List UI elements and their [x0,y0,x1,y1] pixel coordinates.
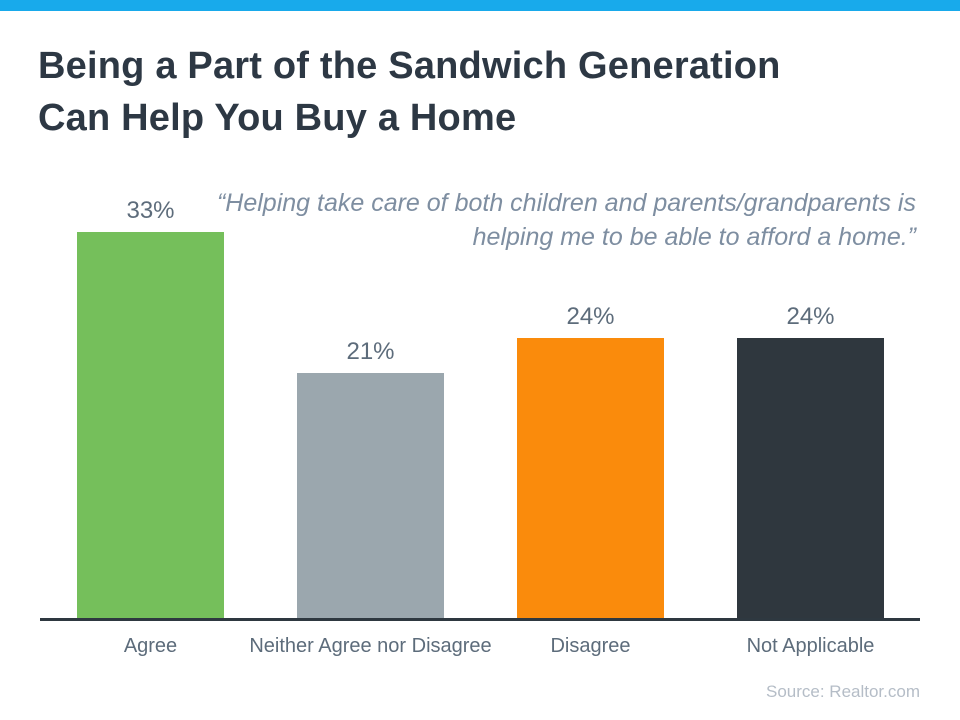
bar-group-disagree: 24% [517,303,664,619]
top-accent-bar [0,0,960,11]
bar-neither-agree-nor-disagree [297,373,444,619]
bar-group-not-applicable: 24% [737,303,884,619]
category-label-neither-agree-nor-disagree: Neither Agree nor Disagree [249,635,492,657]
page-title-line2: Can Help You Buy a Home [38,97,517,139]
quote-line1: “Helping take care of both children and … [216,189,916,217]
page-title: Being a Part of the Sandwich Generation C… [38,40,781,144]
bar-group-neither-agree-nor-disagree: 21% [297,338,444,619]
bar-value-label: 21% [346,338,395,365]
category-label-disagree: Disagree [550,635,631,657]
bar-value-label: 33% [126,197,175,224]
bar-not-applicable [737,338,884,619]
category-label-not-applicable: Not Applicable [746,635,875,657]
page-title-line1: Being a Part of the Sandwich Generation [38,45,781,87]
bar-value-label: 24% [566,303,615,330]
quote-text: “Helping take care of both children and … [216,186,916,254]
category-label-agree: Agree [123,635,178,657]
quote-line2: helping me to be able to afford a home.” [472,223,916,251]
bar-group-agree: 33% [77,197,224,619]
bar-agree [77,232,224,619]
bar-disagree [517,338,664,619]
source-attribution: Source: Realtor.com [765,682,920,701]
chart-baseline [40,618,920,621]
bar-value-label: 24% [786,303,835,330]
